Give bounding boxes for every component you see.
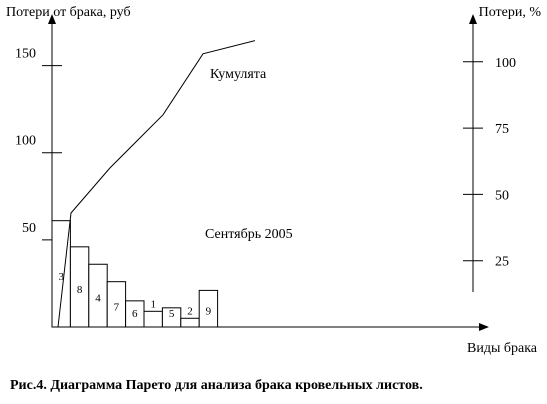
bar-2 — [181, 318, 199, 327]
right-axis-title: Потери, % — [479, 5, 542, 20]
bar-label-1: 1 — [150, 298, 156, 310]
left-tick-label-150: 150 — [15, 47, 36, 62]
bar-label-8: 8 — [77, 284, 83, 296]
bar-label-4: 4 — [95, 293, 101, 305]
bar-label-6: 6 — [132, 308, 138, 320]
bar-label-9: 9 — [206, 306, 212, 318]
left-axis-title: Потери от брака, руб — [6, 5, 131, 20]
bar-label-2: 2 — [187, 305, 193, 317]
x-axis-arrow — [479, 323, 489, 331]
right-axis-arrow — [469, 14, 477, 24]
period-annotation: Сентябрь 2005 — [205, 227, 293, 242]
right-tick-label-100: 100 — [495, 56, 516, 71]
right-tick-label-50: 50 — [495, 188, 509, 203]
left-tick-label-50: 50 — [22, 221, 36, 236]
x-axis-title: Виды брака — [467, 341, 538, 356]
bar-label-5: 5 — [169, 308, 175, 320]
right-tick-label-75: 75 — [495, 122, 509, 137]
bar-label-7: 7 — [114, 301, 120, 313]
bar-1 — [144, 311, 162, 327]
right-tick-label-25: 25 — [495, 255, 509, 270]
left-tick-label-100: 100 — [15, 134, 36, 149]
figure-caption: Рис.4. Диаграмма Парето для анализа брак… — [10, 378, 423, 394]
cumulative-label: Кумулята — [210, 67, 267, 82]
